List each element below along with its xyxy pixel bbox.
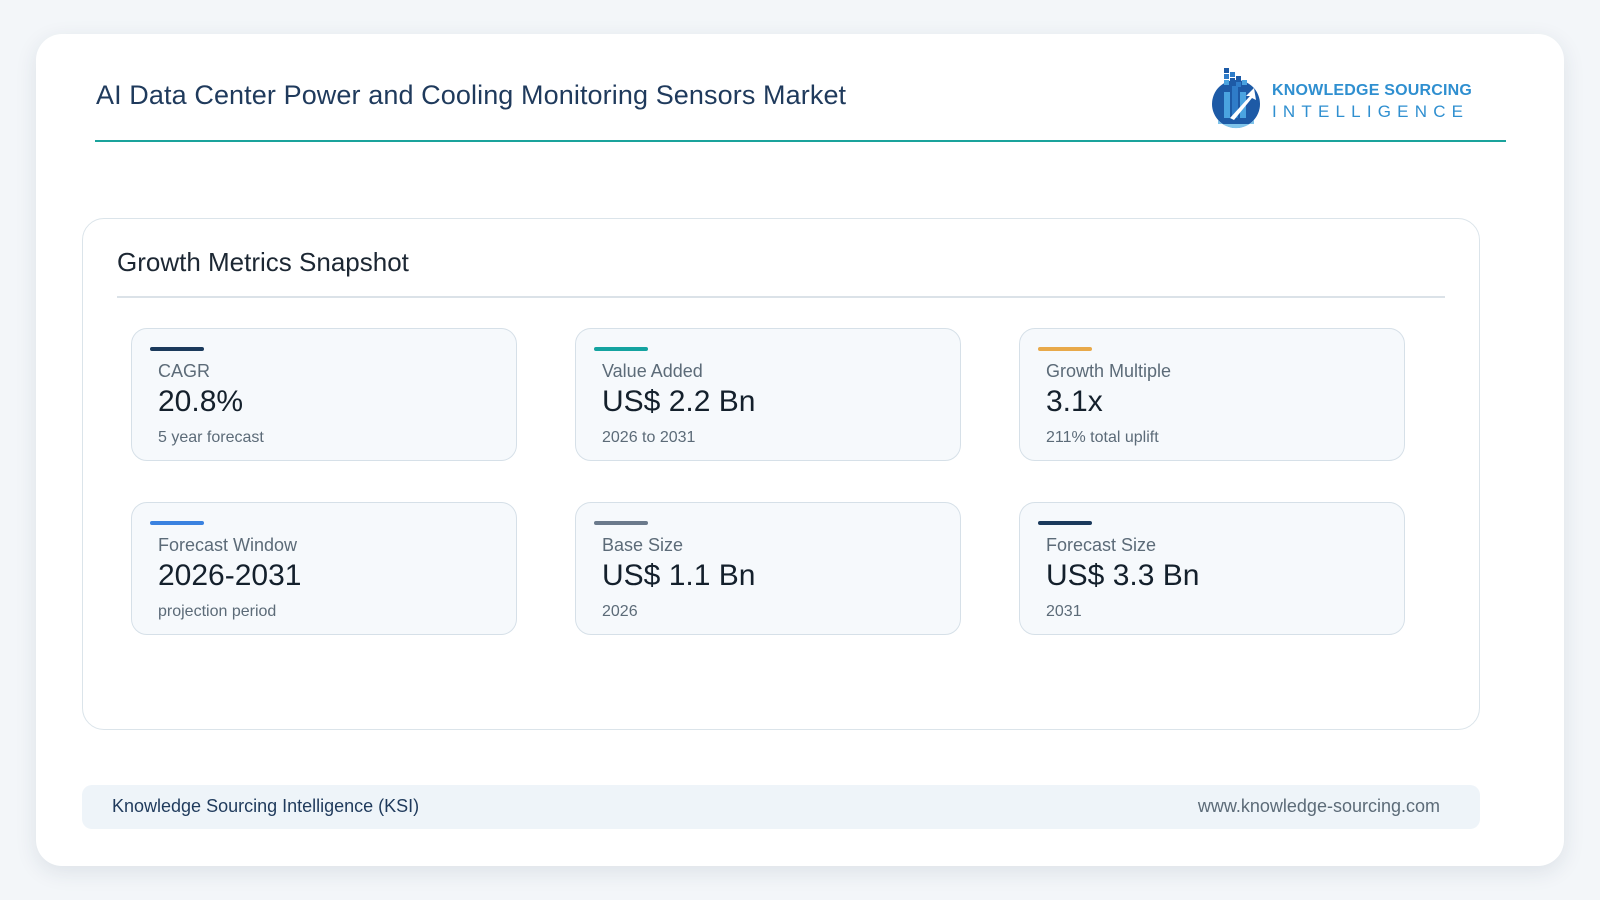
metric-subtext: 2031: [1046, 603, 1082, 620]
metric-accent-bar: [1038, 521, 1092, 525]
metric-label: CAGR: [158, 361, 211, 381]
metric-value: US$ 2.2 Bn: [602, 385, 756, 418]
metric-subtext: 5 year forecast: [158, 429, 264, 446]
metric-card-value-added: Value Added US$ 2.2 Bn 2026 to 2031: [575, 328, 961, 461]
metric-card-forecast-size: Forecast Size US$ 3.3 Bn 2031: [1019, 502, 1405, 635]
metric-accent-bar: [150, 521, 204, 525]
footer-bar: Knowledge Sourcing Intelligence (KSI) ww…: [82, 785, 1480, 829]
metric-label: Forecast Window: [158, 535, 298, 555]
metric-value: US$ 1.1 Bn: [602, 559, 756, 592]
footer-website-link[interactable]: www.knowledge-sourcing.com: [1197, 796, 1440, 816]
metric-value: 2026-2031: [158, 559, 302, 592]
metric-card-forecast-window: Forecast Window 2026-2031 projection per…: [131, 502, 517, 635]
metric-accent-bar: [1038, 347, 1092, 351]
metric-value: 3.1x: [1046, 385, 1103, 418]
metric-accent-bar: [150, 347, 204, 351]
metric-card-growth-multiple: Growth Multiple 3.1x 211% total uplift: [1019, 328, 1405, 461]
header-divider: [95, 140, 1506, 142]
metric-accent-bar: [594, 521, 648, 525]
metric-accent-bar: [594, 347, 648, 351]
growth-metrics-panel: Growth Metrics Snapshot CAGR 20.8% 5 yea…: [82, 218, 1480, 730]
metric-value: US$ 3.3 Bn: [1046, 559, 1200, 592]
logo-text-line2: INTELLIGENCE: [1272, 102, 1470, 121]
ksi-logo: KNOWLEDGE SOURCING INTELLIGENCE: [1210, 60, 1473, 134]
metric-subtext: 2026 to 2031: [602, 429, 696, 446]
panel-divider: [117, 296, 1445, 298]
ksi-logo-icon: [1212, 68, 1260, 129]
metric-subtext: projection period: [158, 603, 277, 620]
metric-label: Forecast Size: [1046, 535, 1157, 555]
footer-company-name: Knowledge Sourcing Intelligence (KSI): [112, 796, 420, 816]
logo-text-line1: KNOWLEDGE SOURCING: [1272, 82, 1473, 99]
panel-title: Growth Metrics Snapshot: [117, 247, 409, 277]
metric-subtext: 2026: [602, 603, 638, 620]
page-title: AI Data Center Power and Cooling Monitor…: [96, 80, 847, 110]
metric-card-cagr: CAGR 20.8% 5 year forecast: [131, 328, 517, 461]
metric-label: Growth Multiple: [1046, 361, 1172, 381]
metric-card-base-size: Base Size US$ 1.1 Bn 2026: [575, 502, 961, 635]
metric-label: Base Size: [602, 535, 684, 555]
metric-value: 20.8%: [158, 385, 244, 418]
metric-subtext: 211% total uplift: [1046, 429, 1159, 446]
metric-label: Value Added: [602, 361, 703, 381]
report-card: AI Data Center Power and Cooling Monitor…: [36, 34, 1564, 866]
